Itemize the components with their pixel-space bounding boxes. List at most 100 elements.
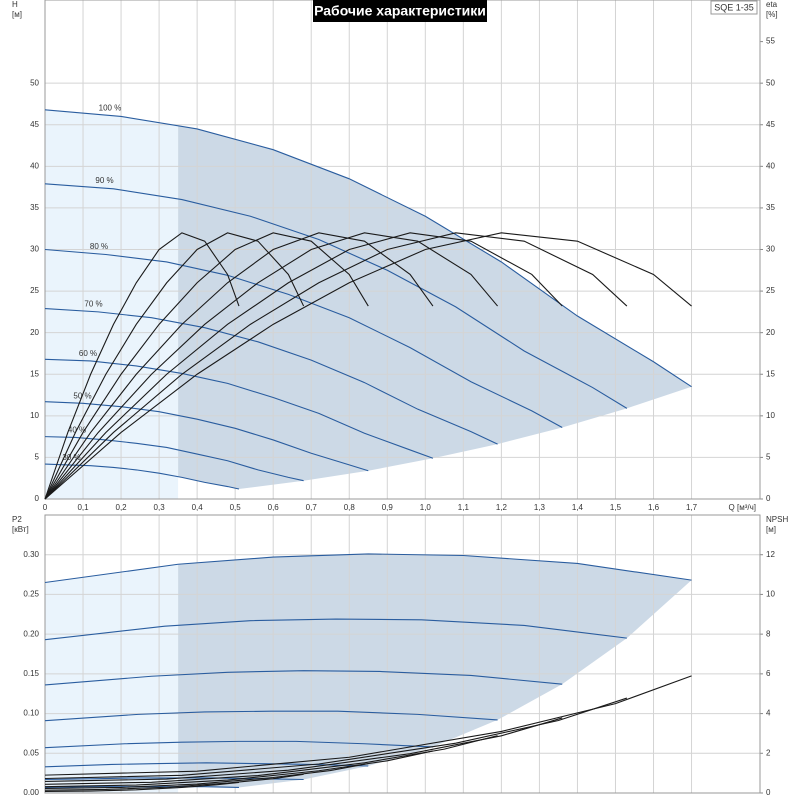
secondary-curve bbox=[44, 781, 240, 792]
y2-tick-label: 4 bbox=[766, 709, 771, 718]
curve bbox=[44, 670, 563, 686]
x-tick-label: 0,3 bbox=[154, 503, 166, 512]
y-tick-label: 10 bbox=[30, 411, 39, 420]
y-tick-label: 30 bbox=[30, 245, 39, 254]
y2-tick-label: 45 bbox=[766, 120, 775, 129]
x-tick-label: 0,4 bbox=[192, 503, 204, 512]
y-tick-label: 0.30 bbox=[23, 550, 39, 559]
y2-tick-label: 0 bbox=[766, 788, 771, 797]
secondary-curve bbox=[44, 232, 305, 500]
x-tick-label: 0,8 bbox=[344, 503, 356, 512]
y-tick-label: 0.10 bbox=[23, 709, 39, 718]
operating-region-light bbox=[45, 564, 179, 793]
y-tick-label: 0.20 bbox=[23, 629, 39, 638]
curve-label: 100 % bbox=[99, 104, 122, 113]
x-tick-label: 1,4 bbox=[572, 503, 584, 512]
secondary-curve bbox=[44, 773, 304, 791]
secondary-curve bbox=[44, 232, 434, 500]
curve-label: 80 % bbox=[90, 242, 108, 251]
y-tick-label: 0.05 bbox=[23, 748, 39, 757]
secondary-curve bbox=[44, 763, 369, 789]
y2-tick-label: 15 bbox=[766, 369, 775, 378]
model-label: SQE 1-35 bbox=[714, 2, 754, 12]
curve bbox=[44, 436, 304, 482]
secondary-curve bbox=[44, 232, 369, 500]
x-tick-label: 1,7 bbox=[686, 503, 698, 512]
y-tick-label: 50 bbox=[30, 78, 39, 87]
secondary-curve bbox=[44, 717, 563, 783]
y-tick-label: 40 bbox=[30, 161, 39, 170]
x-tick-label: 0,5 bbox=[230, 503, 242, 512]
x-tick-label: 1,5 bbox=[610, 503, 622, 512]
y2-tick-label: 50 bbox=[766, 78, 775, 87]
y2-tick-label: 6 bbox=[766, 669, 771, 678]
y-tick-label: 45 bbox=[30, 120, 39, 129]
chart-title: Рабочие характеристики bbox=[314, 3, 486, 19]
y2-tick-label: 2 bbox=[766, 748, 771, 757]
y2-tick-label: 12 bbox=[766, 550, 775, 559]
curve bbox=[44, 740, 433, 749]
y2-tick-label: 0 bbox=[766, 494, 771, 503]
curve bbox=[44, 307, 498, 445]
y2-tick-label: 25 bbox=[766, 286, 775, 295]
y2-axis-label: [%] bbox=[766, 10, 778, 19]
plot-frame bbox=[44, 514, 761, 794]
y2-tick-label: 5 bbox=[766, 453, 771, 462]
curve bbox=[44, 401, 369, 472]
x-tick-label: 1,6 bbox=[648, 503, 660, 512]
y2-tick-label: 40 bbox=[766, 161, 775, 170]
operating-region-light bbox=[45, 109, 179, 499]
x-tick-label: 0,9 bbox=[382, 503, 394, 512]
y-axis-label: [м] bbox=[12, 10, 22, 19]
curve bbox=[44, 618, 627, 641]
x-tick-label: 0,7 bbox=[306, 503, 318, 512]
y-tick-label: 5 bbox=[35, 453, 40, 462]
y-axis-label: H bbox=[12, 0, 18, 9]
secondary-curve bbox=[44, 232, 628, 500]
y-axis-label: P2 bbox=[12, 515, 22, 524]
x-tick-label: 1,3 bbox=[534, 503, 546, 512]
model-box bbox=[710, 0, 758, 15]
curve bbox=[44, 248, 563, 428]
secondary-curve bbox=[44, 232, 240, 500]
y2-axis-label: eta bbox=[766, 0, 778, 9]
title-box bbox=[313, 0, 487, 22]
y-tick-label: 0 bbox=[35, 494, 40, 503]
curve bbox=[44, 553, 692, 584]
secondary-curve bbox=[44, 232, 563, 500]
x-tick-label: 0,1 bbox=[77, 503, 89, 512]
x-tick-label: 1,1 bbox=[458, 503, 470, 512]
y2-tick-label: 55 bbox=[766, 37, 775, 46]
curve-label: 90 % bbox=[95, 176, 113, 185]
y-tick-label: 0.00 bbox=[23, 788, 39, 797]
plots: 0 0,1 0,2 0,3 0,4 0,5 0,6 0,7 0,8 0,9 1,0 1,1 1,2 1,3… bbox=[12, 0, 788, 797]
operating-region bbox=[178, 553, 692, 788]
y-tick-label: 15 bbox=[30, 369, 39, 378]
curve bbox=[44, 710, 498, 722]
y2-axis-label: NPSH bbox=[766, 515, 788, 524]
x-tick-label: 1,0 bbox=[420, 503, 432, 512]
x-tick-label: 0,6 bbox=[268, 503, 280, 512]
secondary-curve bbox=[44, 697, 628, 780]
secondary-curve bbox=[44, 735, 498, 785]
x-tick-label: 1,2 bbox=[496, 503, 508, 512]
secondary-curve bbox=[44, 232, 499, 500]
y2-tick-label: 35 bbox=[766, 203, 775, 212]
y-axis-label: [кВт] bbox=[12, 525, 29, 534]
y-tick-label: 20 bbox=[30, 328, 39, 337]
operating-region bbox=[178, 125, 692, 490]
x-tick-label: 0,2 bbox=[116, 503, 128, 512]
x-tick-label: 0 bbox=[43, 503, 48, 512]
y-tick-label: 25 bbox=[30, 286, 39, 295]
y2-tick-label: 10 bbox=[766, 411, 775, 420]
curve-label: 60 % bbox=[79, 349, 97, 358]
y-tick-label: 35 bbox=[30, 203, 39, 212]
secondary-curve bbox=[44, 232, 692, 500]
y2-tick-label: 20 bbox=[766, 328, 775, 337]
curve bbox=[44, 109, 692, 388]
curve-label: 30 % bbox=[62, 453, 80, 462]
curve-label: 70 % bbox=[84, 300, 102, 309]
secondary-curve bbox=[44, 750, 434, 788]
y2-tick-label: 10 bbox=[766, 590, 775, 599]
